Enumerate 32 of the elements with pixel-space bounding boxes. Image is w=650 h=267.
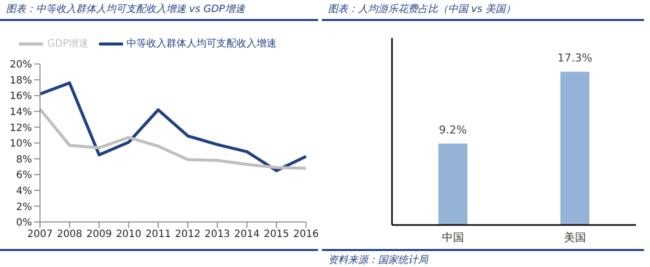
y-tick-label: 0%	[16, 218, 32, 229]
x-tick-label: 2014	[234, 229, 260, 240]
x-tick-label: 2007	[27, 229, 53, 240]
x-tick-label: 2009	[86, 229, 112, 240]
x-tick-label: 2012	[175, 229, 201, 240]
legend-label: 中等收入群体人均可支配收入增速	[126, 38, 277, 50]
x-tick-label: 2008	[56, 229, 82, 240]
y-tick-label: 6%	[16, 170, 32, 182]
y-tick-label: 20%	[10, 60, 32, 71]
y-tick-label: 16%	[10, 91, 32, 102]
x-tick-label: 2011	[145, 229, 171, 240]
y-tick-label: 8%	[16, 154, 32, 166]
chart-title: 图表：中等收入群体人均可支配收入增速 vs GDP增速	[6, 2, 245, 16]
x-tick-label: 2010	[116, 229, 142, 240]
x-tick-label: 2015	[264, 229, 290, 240]
x-tick-label: 2016	[293, 229, 319, 240]
text: 资料来源：国家统计局	[328, 254, 428, 267]
data-label: 9.2%	[438, 123, 467, 136]
x-tick-label: 2013	[204, 229, 230, 240]
y-tick-label: 2%	[16, 202, 32, 213]
line-series	[38, 81, 308, 172]
line-series	[38, 108, 308, 170]
legend-label: GDP增速	[47, 38, 89, 50]
y-tick-label: 10%	[10, 138, 32, 150]
y-tick-label: 4%	[16, 186, 32, 197]
y-tick-label: 18%	[10, 75, 32, 86]
chart-title: 图表：人均游乐花费占比（中国 vs 美国）	[328, 2, 516, 16]
y-tick-label: 14%	[10, 106, 32, 118]
data-label: 17.3%	[557, 52, 592, 65]
y-tick-label: 12%	[10, 122, 32, 134]
x-tick-label: 中国	[442, 230, 464, 244]
x-tick-label: 美国	[564, 230, 586, 244]
